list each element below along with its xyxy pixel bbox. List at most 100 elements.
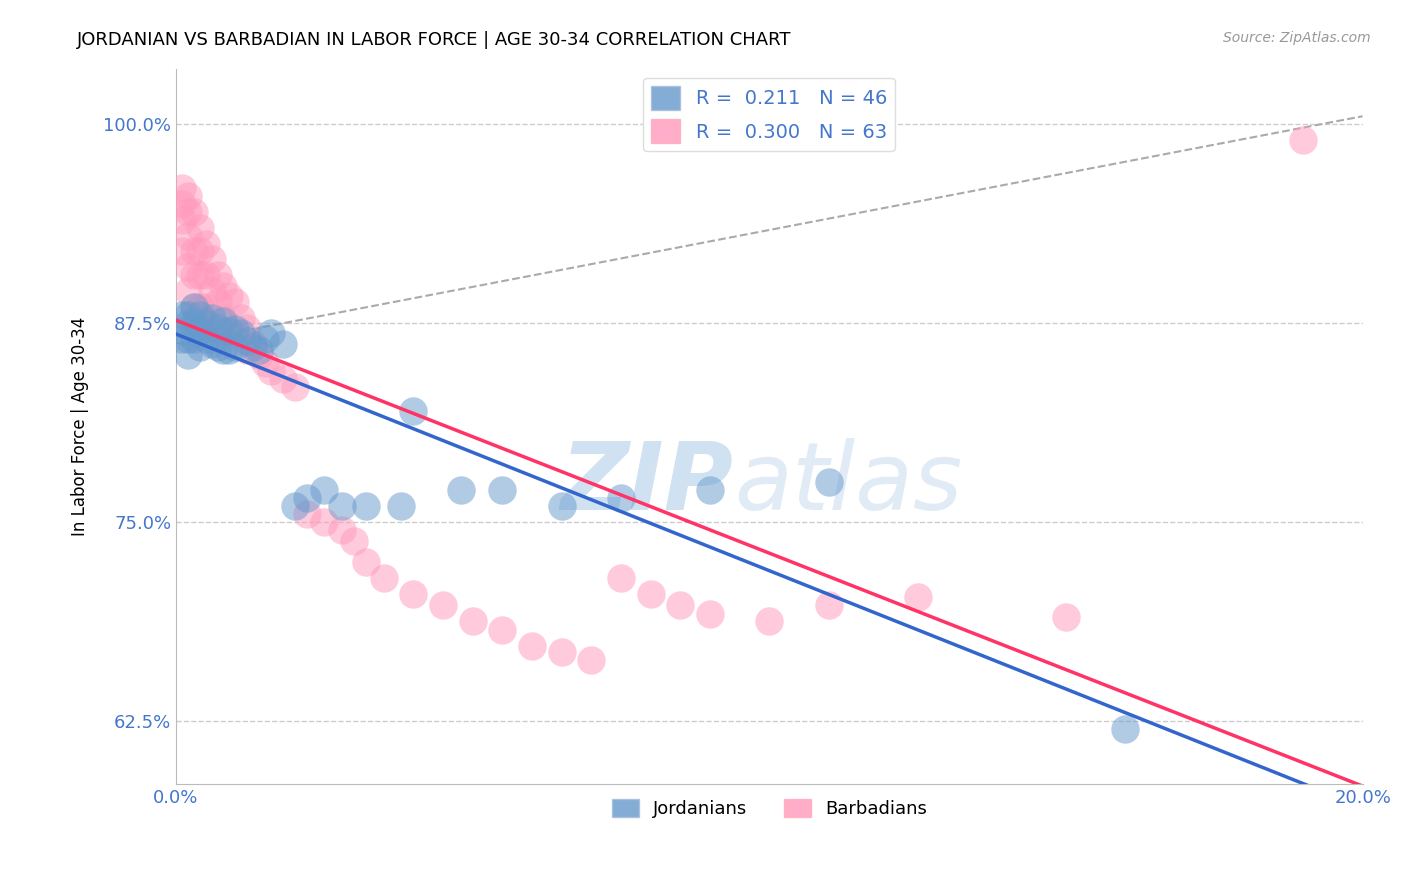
Text: ZIP: ZIP [561,438,734,530]
Point [177,260,200,275]
Point [177,285,200,299]
Text: atlas: atlas [734,438,962,529]
Point [207,340,229,354]
Point [170,181,193,195]
Point [758,614,780,628]
Point [640,586,662,600]
Point [402,586,425,600]
Point [314,515,336,529]
Point [260,364,283,378]
Point [200,311,222,326]
Point [314,483,336,497]
Point [271,372,294,386]
Point [188,308,211,322]
Point [242,336,264,351]
Point [907,590,929,604]
Point [817,475,839,490]
Point [236,321,259,335]
Point [260,326,283,340]
Point [284,499,307,513]
Point [391,499,413,513]
Point [218,289,240,303]
Point [242,340,264,354]
Point [207,321,229,335]
Point [212,314,235,328]
Point [271,336,294,351]
Point [402,403,425,417]
Point [183,268,205,283]
Point [183,204,205,219]
Point [183,244,205,259]
Point [183,332,205,346]
Point [491,483,513,497]
Point [170,244,193,259]
Point [669,598,692,612]
Point [170,332,193,346]
Point [188,340,211,354]
Point [177,316,200,330]
Text: Source: ZipAtlas.com: Source: ZipAtlas.com [1223,31,1371,45]
Point [183,300,205,314]
Point [218,321,240,335]
Point [170,196,193,211]
Point [224,295,246,310]
Point [550,645,572,659]
Text: JORDANIAN VS BARBADIAN IN LABOR FORCE | AGE 30-34 CORRELATION CHART: JORDANIAN VS BARBADIAN IN LABOR FORCE | … [77,31,792,49]
Point [170,308,193,322]
Point [330,523,353,537]
Point [194,268,217,283]
Point [212,343,235,358]
Point [236,334,259,348]
Point [212,279,235,293]
Point [188,300,211,314]
Point [177,348,200,362]
Point [207,295,229,310]
Point [699,483,721,497]
Point [188,220,211,235]
Point [188,268,211,283]
Point [581,653,603,667]
Point [231,326,253,340]
Point [817,598,839,612]
Point [183,300,205,314]
Legend: Jordanians, Barbadians: Jordanians, Barbadians [605,792,934,825]
Point [550,499,572,513]
Point [354,499,377,513]
Point [295,507,318,521]
Point [461,614,484,628]
Point [354,555,377,569]
Point [450,483,472,497]
Point [183,316,205,330]
Point [224,322,246,336]
Point [194,316,217,330]
Point [218,343,240,358]
Point [194,300,217,314]
Point [491,623,513,637]
Point [343,534,366,549]
Point [207,268,229,283]
Point [177,228,200,243]
Point [194,236,217,251]
Point [1292,133,1315,147]
Point [373,571,395,585]
Point [224,340,246,354]
Point [188,324,211,338]
Point [224,327,246,342]
Point [236,343,259,358]
Point [177,204,200,219]
Point [200,285,222,299]
Point [520,639,543,653]
Point [200,252,222,267]
Point [1054,610,1077,624]
Point [188,244,211,259]
Point [247,348,270,362]
Point [177,188,200,202]
Point [188,316,211,330]
Point [610,571,633,585]
Point [247,343,270,358]
Point [1114,722,1136,736]
Point [177,332,200,346]
Point [610,491,633,505]
Point [207,324,229,338]
Point [432,598,454,612]
